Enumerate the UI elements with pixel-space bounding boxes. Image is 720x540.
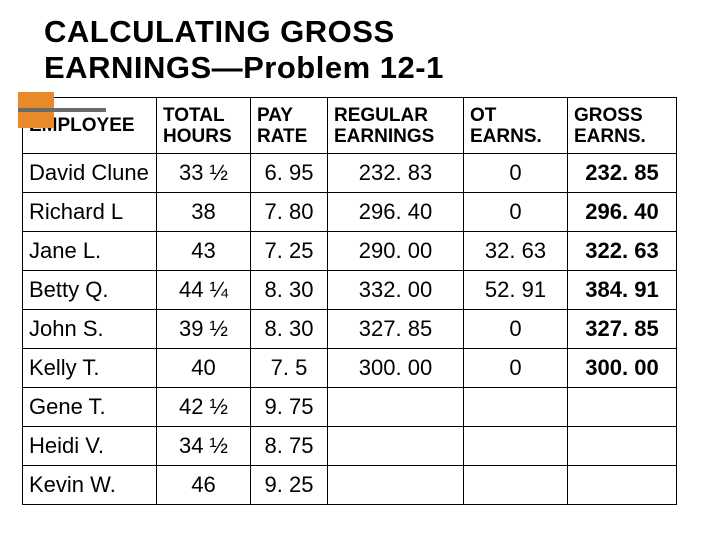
table-row: John S.39 ½8. 30327. 850327. 85 bbox=[23, 310, 677, 349]
cell-gross: 327. 85 bbox=[568, 310, 677, 349]
cell-regular: 296. 40 bbox=[328, 193, 464, 232]
cell-ot: 32. 63 bbox=[464, 232, 568, 271]
table-row: Betty Q.44 ¼8. 30332. 0052. 91384. 91 bbox=[23, 271, 677, 310]
cell-gross bbox=[568, 466, 677, 505]
cell-regular: 232. 83 bbox=[328, 154, 464, 193]
table-row: Heidi V.34 ½8. 75 bbox=[23, 427, 677, 466]
cell-ot bbox=[464, 427, 568, 466]
cell-regular bbox=[328, 388, 464, 427]
cell-gross bbox=[568, 388, 677, 427]
accent-graphic bbox=[18, 92, 106, 128]
title-line-1: CALCULATING GROSS bbox=[44, 14, 395, 49]
cell-ot bbox=[464, 466, 568, 505]
cell-ot: 0 bbox=[464, 193, 568, 232]
cell-hours: 40 bbox=[157, 349, 251, 388]
cell-gross: 322. 63 bbox=[568, 232, 677, 271]
cell-gross: 296. 40 bbox=[568, 193, 677, 232]
cell-hours: 42 ½ bbox=[157, 388, 251, 427]
col-header-hours: TOTAL HOURS bbox=[157, 98, 251, 154]
cell-hours: 39 ½ bbox=[157, 310, 251, 349]
cell-hours: 33 ½ bbox=[157, 154, 251, 193]
title-block: CALCULATING GROSS EARNINGS—Problem 12-1 bbox=[0, 0, 720, 97]
cell-employee: Betty Q. bbox=[23, 271, 157, 310]
col-header-ot: OT EARNS. bbox=[464, 98, 568, 154]
cell-regular: 332. 00 bbox=[328, 271, 464, 310]
cell-ot: 52. 91 bbox=[464, 271, 568, 310]
cell-employee: Heidi V. bbox=[23, 427, 157, 466]
cell-employee: Kelly T. bbox=[23, 349, 157, 388]
table-row: Richard L387. 80296. 400296. 40 bbox=[23, 193, 677, 232]
cell-rate: 8. 30 bbox=[251, 310, 328, 349]
table-row: David Clune33 ½6. 95232. 830232. 85 bbox=[23, 154, 677, 193]
table-row: Jane L.437. 25290. 0032. 63322. 63 bbox=[23, 232, 677, 271]
table-body: David Clune33 ½6. 95232. 830232. 85Richa… bbox=[23, 154, 677, 505]
table-row: Kevin W.469. 25 bbox=[23, 466, 677, 505]
cell-hours: 43 bbox=[157, 232, 251, 271]
cell-gross: 384. 91 bbox=[568, 271, 677, 310]
title-line-2: EARNINGS—Problem 12-1 bbox=[44, 50, 444, 85]
cell-gross: 300. 00 bbox=[568, 349, 677, 388]
cell-rate: 9. 75 bbox=[251, 388, 328, 427]
cell-regular bbox=[328, 427, 464, 466]
earnings-table: EMPLOYEE TOTAL HOURS PAY RATE REGULAR EA… bbox=[22, 97, 677, 505]
cell-rate: 8. 75 bbox=[251, 427, 328, 466]
cell-rate: 8. 30 bbox=[251, 271, 328, 310]
cell-ot: 0 bbox=[464, 154, 568, 193]
cell-employee: David Clune bbox=[23, 154, 157, 193]
col-header-gross: GROSS EARNS. bbox=[568, 98, 677, 154]
cell-rate: 7. 5 bbox=[251, 349, 328, 388]
cell-employee: Gene T. bbox=[23, 388, 157, 427]
table-row: Gene T.42 ½9. 75 bbox=[23, 388, 677, 427]
cell-employee: John S. bbox=[23, 310, 157, 349]
page-title: CALCULATING GROSS EARNINGS—Problem 12-1 bbox=[44, 14, 720, 85]
cell-ot: 0 bbox=[464, 310, 568, 349]
cell-rate: 9. 25 bbox=[251, 466, 328, 505]
table-row: Kelly T.407. 5300. 000300. 00 bbox=[23, 349, 677, 388]
col-header-rate: PAY RATE bbox=[251, 98, 328, 154]
cell-hours: 38 bbox=[157, 193, 251, 232]
cell-gross bbox=[568, 427, 677, 466]
cell-ot bbox=[464, 388, 568, 427]
cell-employee: Kevin W. bbox=[23, 466, 157, 505]
cell-employee: Jane L. bbox=[23, 232, 157, 271]
cell-gross: 232. 85 bbox=[568, 154, 677, 193]
cell-hours: 34 ½ bbox=[157, 427, 251, 466]
cell-rate: 7. 80 bbox=[251, 193, 328, 232]
table-header-row: EMPLOYEE TOTAL HOURS PAY RATE REGULAR EA… bbox=[23, 98, 677, 154]
cell-regular: 300. 00 bbox=[328, 349, 464, 388]
accent-line bbox=[18, 108, 106, 112]
cell-employee: Richard L bbox=[23, 193, 157, 232]
cell-ot: 0 bbox=[464, 349, 568, 388]
cell-hours: 46 bbox=[157, 466, 251, 505]
cell-rate: 7. 25 bbox=[251, 232, 328, 271]
cell-regular: 290. 00 bbox=[328, 232, 464, 271]
col-header-regular: REGULAR EARNINGS bbox=[328, 98, 464, 154]
cell-rate: 6. 95 bbox=[251, 154, 328, 193]
cell-hours: 44 ¼ bbox=[157, 271, 251, 310]
cell-regular bbox=[328, 466, 464, 505]
cell-regular: 327. 85 bbox=[328, 310, 464, 349]
